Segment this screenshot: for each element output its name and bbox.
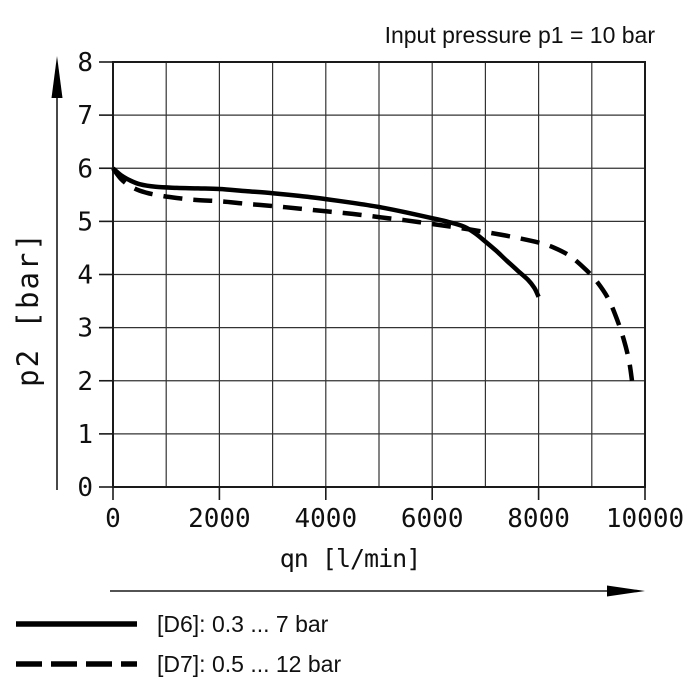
y-tick-label: 5: [77, 207, 93, 237]
x-tick-label: 8000: [507, 504, 570, 534]
chart-title: Input pressure p1 = 10 bar: [384, 22, 655, 48]
y-tick-label: 8: [77, 48, 93, 78]
x-tick-label: 2000: [188, 504, 251, 534]
x-axis-ticks: 0 2000 4000 6000 8000 10000: [105, 487, 684, 534]
legend-swatch-solid-line: [16, 621, 137, 627]
legend-item-d7: [D7]: 0.5 ... 12 bar: [14, 644, 341, 684]
y-axis-ticks: 0 1 2 3 4 5 6 7 8: [77, 48, 113, 503]
legend-item-d6: [D6]: 0.3 ... 7 bar: [14, 604, 341, 644]
y-tick-label: 7: [77, 101, 93, 131]
series-curve-d6: [111, 166, 541, 298]
x-tick-label: 10000: [606, 504, 684, 534]
x-tick-label: 4000: [294, 504, 357, 534]
grid-lines: [112, 61, 646, 488]
x-tick-label: 0: [105, 504, 121, 534]
x-axis-title: qn [l/min]: [279, 544, 422, 573]
y-tick-label: 1: [77, 420, 93, 450]
legend-label-d7: [D7]: 0.5 ... 12 bar: [157, 650, 342, 677]
legend: [D6]: 0.3 ... 7 bar [D7]: 0.5 ... 12 bar: [14, 604, 341, 684]
y-tick-label: 2: [77, 367, 93, 397]
legend-label-d6: [D6]: 0.3 ... 7 bar: [157, 610, 329, 637]
y-axis-arrow: [51, 56, 63, 490]
series-curve-d7: [111, 166, 635, 382]
legend-swatch-dashed-line: [16, 661, 137, 667]
y-axis-title: p2 [bar]: [11, 231, 45, 387]
x-tick-label: 6000: [401, 504, 464, 534]
y-tick-label: 6: [77, 154, 93, 184]
y-tick-label: 3: [77, 314, 93, 344]
y-tick-label: 4: [77, 261, 93, 291]
y-tick-label: 0: [77, 473, 93, 503]
x-axis-arrow: [110, 585, 645, 597]
